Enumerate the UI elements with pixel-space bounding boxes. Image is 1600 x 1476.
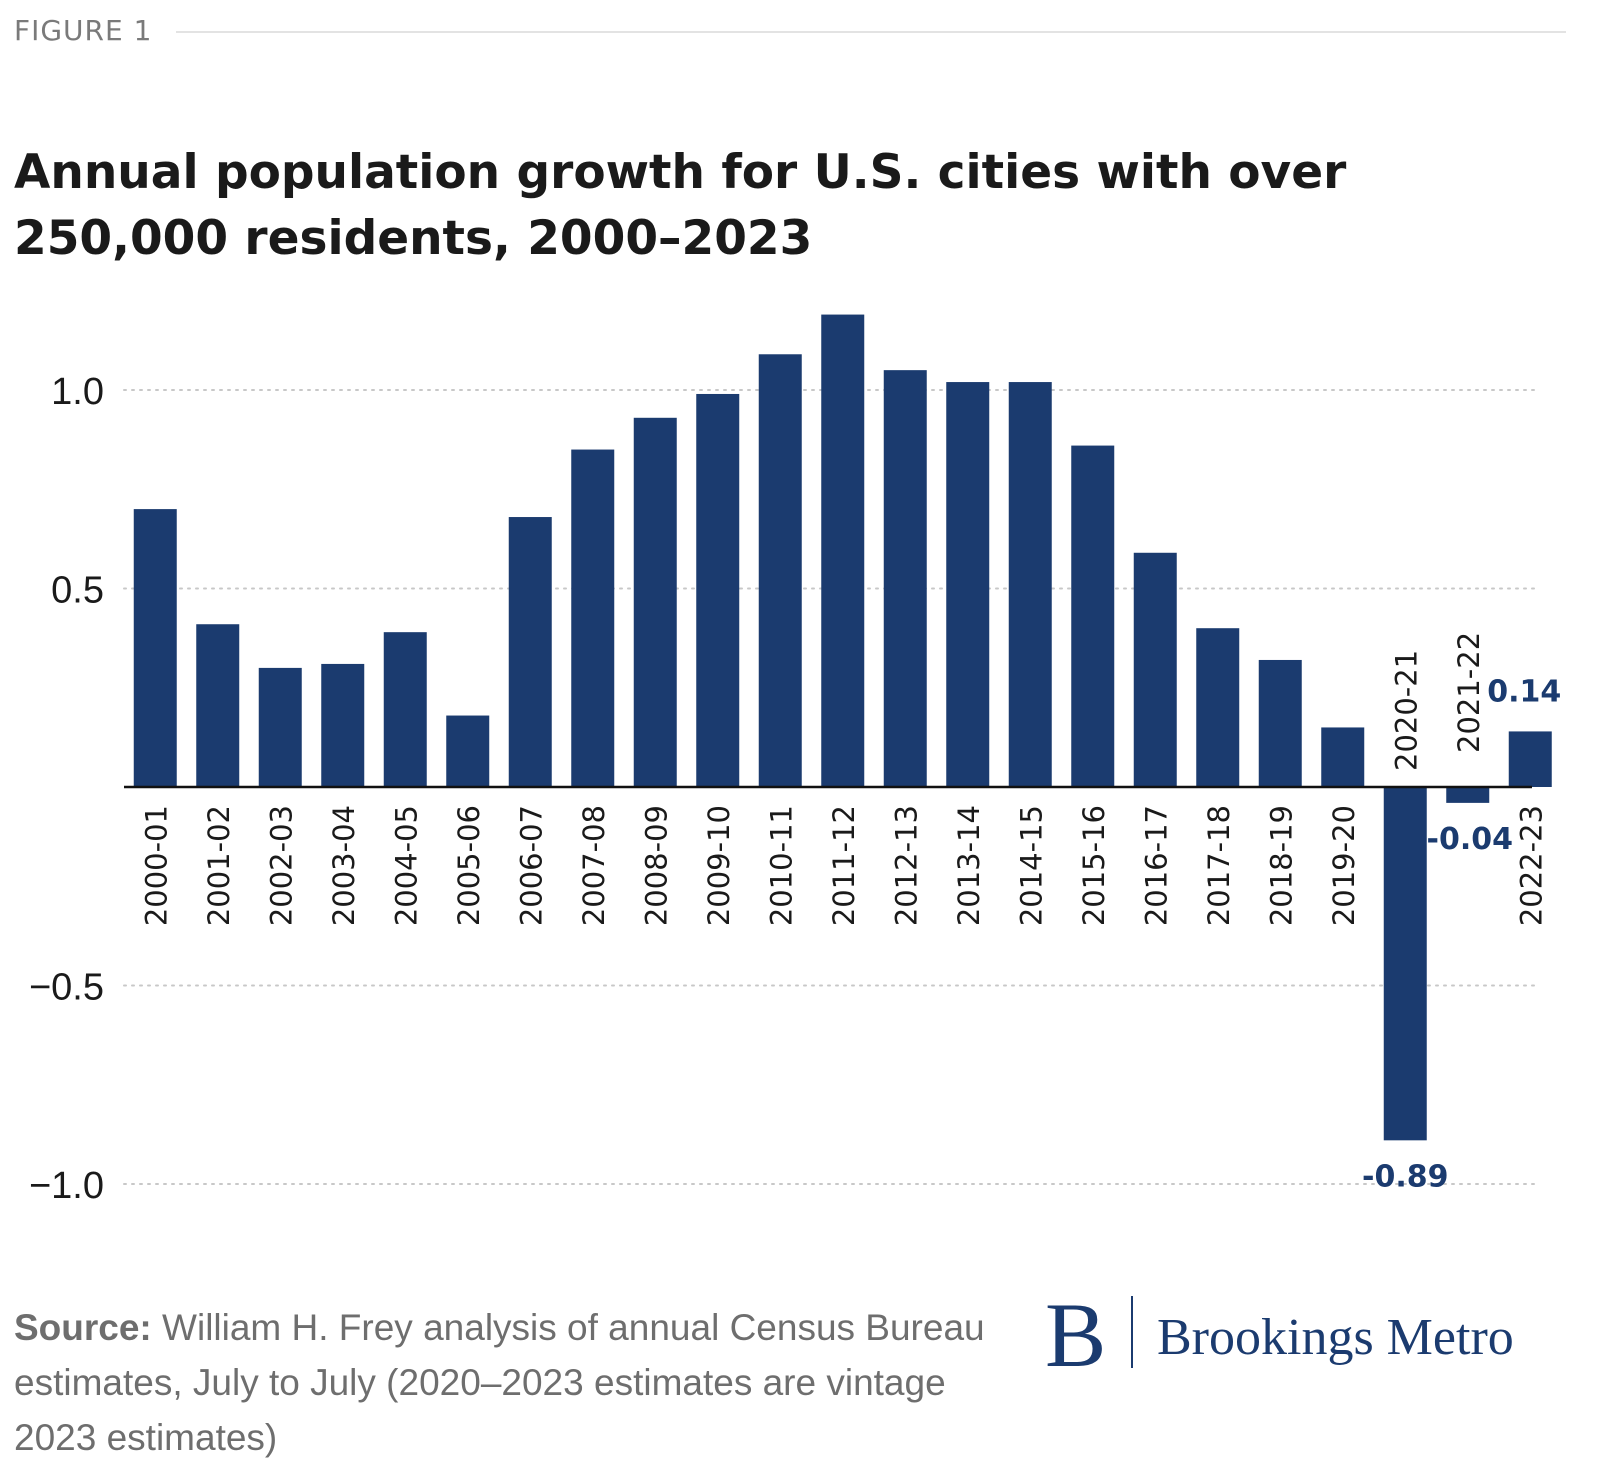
y-tick-label: 0.5 xyxy=(51,570,104,612)
figure-label: FIGURE 1 xyxy=(14,14,153,47)
bar xyxy=(1258,659,1302,787)
x-tick-label: 2006-07 xyxy=(514,805,548,926)
bar xyxy=(508,517,552,787)
bar xyxy=(696,393,740,787)
x-tick-label: 2022-23 xyxy=(1514,805,1548,926)
x-tick-label: 2017-18 xyxy=(1202,805,1236,926)
bar xyxy=(446,715,490,787)
x-tick-label: 2009-10 xyxy=(702,805,736,926)
bar xyxy=(258,667,302,787)
bar xyxy=(1133,552,1177,787)
bar xyxy=(1008,382,1052,787)
y-tick-label: −1.0 xyxy=(29,1165,104,1207)
x-tick-label: 2012-13 xyxy=(889,805,923,926)
x-tick-label: 2011-12 xyxy=(827,805,861,926)
chart-title: Annual population growth for U.S. cities… xyxy=(14,145,1347,266)
x-tick-label: 2007-08 xyxy=(577,805,611,926)
bar xyxy=(1508,731,1552,787)
bar xyxy=(758,354,802,787)
bar xyxy=(1071,445,1115,787)
bar xyxy=(1321,727,1365,787)
bar xyxy=(883,370,927,787)
y-tick-label: −0.5 xyxy=(29,967,104,1009)
x-tick-label: 2003-04 xyxy=(327,805,361,926)
x-tick-label: 2021-22 xyxy=(1452,632,1486,753)
x-tick-label: 2016-17 xyxy=(1139,805,1173,926)
bar xyxy=(571,449,615,787)
brand-divider xyxy=(1131,1296,1133,1368)
header-rule xyxy=(176,31,1566,33)
figure-header: FIGURE 1 xyxy=(14,8,1566,48)
bar xyxy=(383,632,427,787)
bar xyxy=(1446,787,1490,803)
data-label: -0.04 xyxy=(1427,822,1513,857)
bar xyxy=(946,382,990,787)
x-tick-label: 2008-09 xyxy=(639,805,673,926)
bar xyxy=(821,314,865,787)
x-tick-label: 2013-14 xyxy=(952,805,986,926)
data-label: -0.89 xyxy=(1362,1159,1448,1194)
bar xyxy=(321,663,365,787)
brand-letter: B xyxy=(1045,1284,1107,1386)
bar xyxy=(633,417,677,787)
x-tick-label: 2005-06 xyxy=(452,805,486,926)
x-tick-label: 2010-11 xyxy=(764,805,798,926)
bar xyxy=(1383,787,1427,1141)
x-tick-label: 2020-21 xyxy=(1389,650,1423,771)
bar xyxy=(133,509,177,787)
source-text: William H. Frey analysis of annual Censu… xyxy=(14,1307,985,1458)
x-tick-label: 2019-20 xyxy=(1327,805,1361,926)
bar-chart: 1.0 0.5 −0.5 −1.0 2000-01 2001-02 2002-03 2003-… xyxy=(29,314,1561,1207)
x-tick-label: 2015-16 xyxy=(1077,805,1111,926)
x-tick-label: 2000-01 xyxy=(139,805,173,926)
brand-logo: B Brookings Metro xyxy=(1045,1284,1565,1386)
x-tick-label: 2014-15 xyxy=(1014,805,1048,926)
x-tick-label: 2002-03 xyxy=(264,805,298,926)
bar xyxy=(1196,628,1240,787)
bar xyxy=(196,624,240,787)
y-tick-label: 1.0 xyxy=(51,371,104,413)
source-label: Source: xyxy=(14,1307,152,1348)
data-label: 0.14 xyxy=(1487,674,1561,709)
x-tick-label: 2004-05 xyxy=(389,805,423,926)
source-note: Source: William H. Frey analysis of annu… xyxy=(14,1300,994,1465)
brand-name: Brookings Metro xyxy=(1157,1309,1514,1366)
x-tick-label: 2018-19 xyxy=(1264,805,1298,926)
x-tick-label: 2001-02 xyxy=(202,805,236,926)
